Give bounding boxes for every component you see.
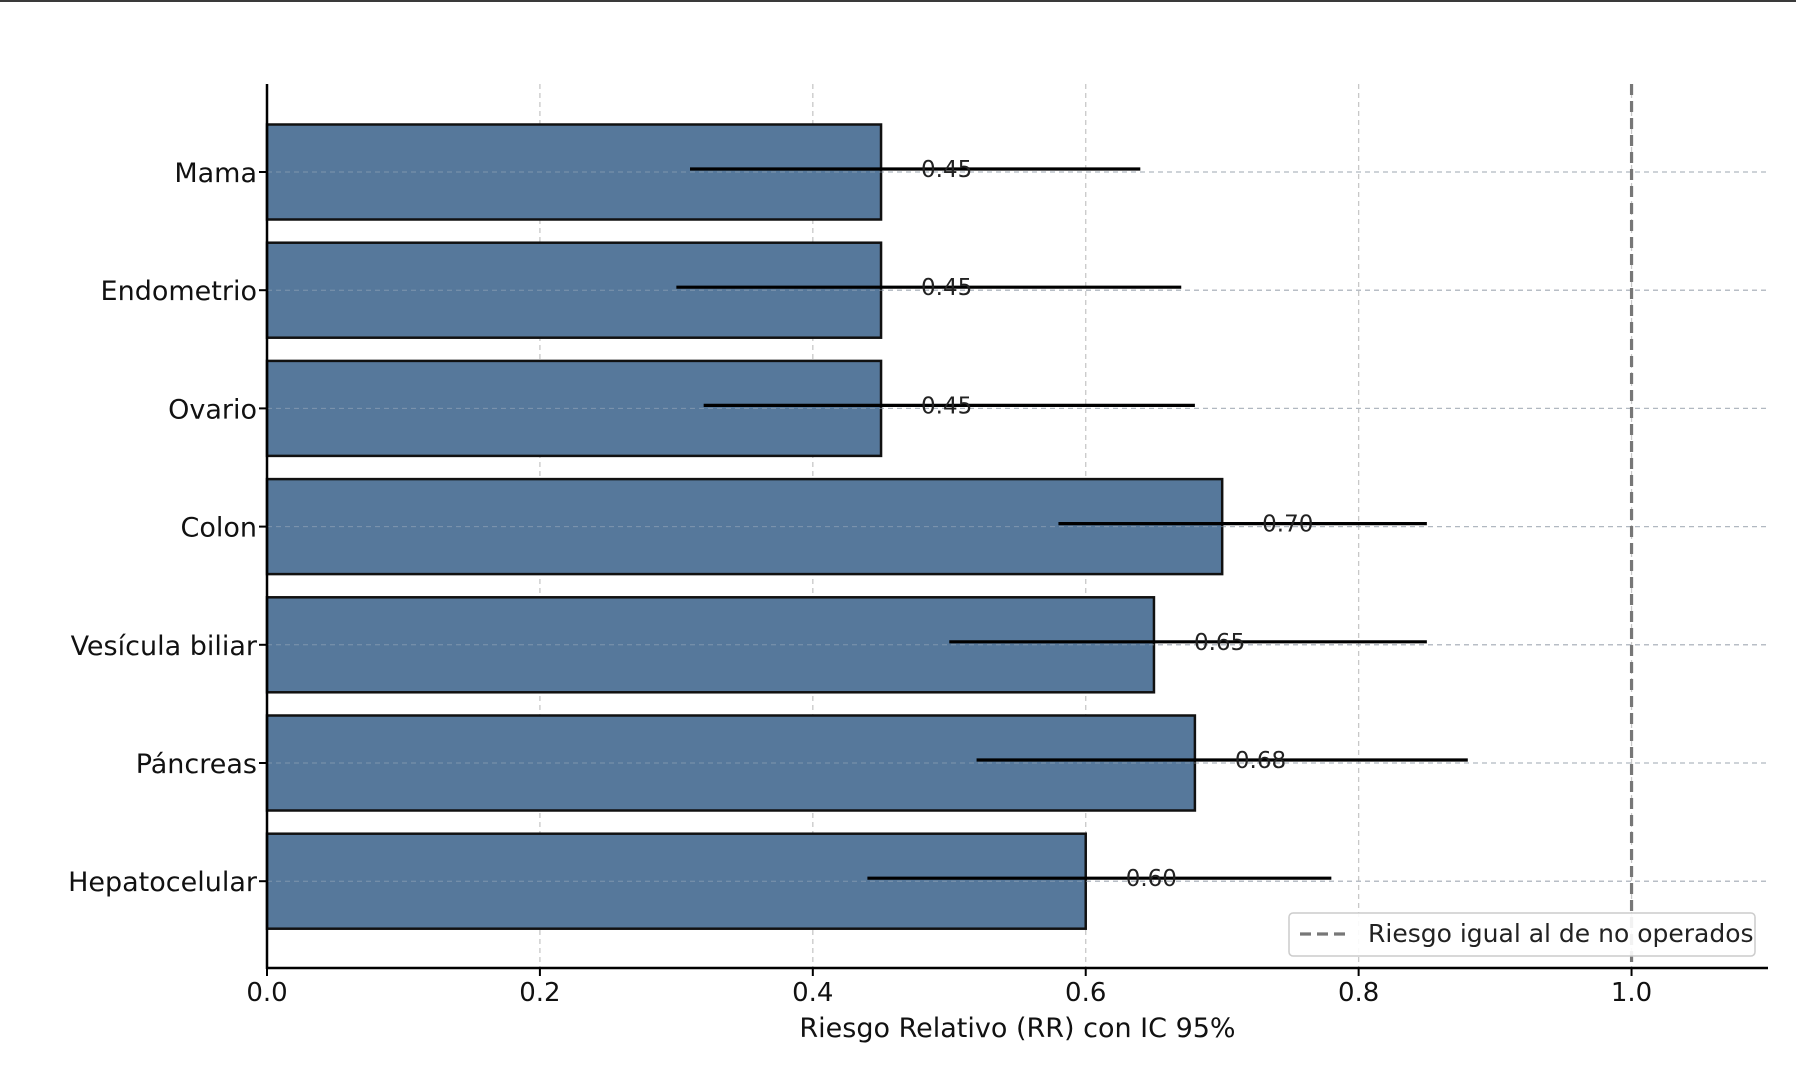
top-border xyxy=(0,0,1796,2)
error-bars xyxy=(676,167,1468,880)
value-label: 0.45 xyxy=(921,275,972,301)
value-labels: 0.45 0.45 0.45 0.70 0.65 0.68 0.60 xyxy=(921,157,1313,892)
bars xyxy=(265,123,1224,930)
category-label: Ovario xyxy=(168,394,257,425)
category-label: Mama xyxy=(174,158,257,189)
value-label: 0.45 xyxy=(921,157,972,183)
value-label: 0.70 xyxy=(1262,512,1313,538)
x-tick-label: 0.0 xyxy=(246,978,287,1008)
x-tick-label: 1.0 xyxy=(1611,978,1652,1008)
x-axis-label: Riesgo Relativo (RR) con IC 95% xyxy=(799,1013,1235,1044)
x-tick-label: 0.4 xyxy=(792,978,833,1008)
category-label: Vesícula biliar xyxy=(71,631,258,662)
x-tick-label: 0.8 xyxy=(1338,978,1379,1008)
legend: Riesgo igual al de no operados xyxy=(1288,912,1756,957)
x-tick-label: 0.6 xyxy=(1065,978,1106,1008)
category-label: Hepatocelular xyxy=(68,867,258,898)
legend-label: Riesgo igual al de no operados xyxy=(1368,919,1754,948)
value-label: 0.45 xyxy=(921,393,972,419)
category-label: Páncreas xyxy=(136,749,257,780)
x-tick-labels: 0.0 0.2 0.4 0.6 0.8 1.0 xyxy=(246,978,1652,1008)
category-labels: Mama Endometrio Ovario Colon Vesícula biliar… xyxy=(68,158,258,898)
category-label: Colon xyxy=(180,513,257,544)
legend-box xyxy=(1288,912,1756,957)
x-tick-label: 0.2 xyxy=(519,978,560,1008)
value-label: 0.65 xyxy=(1194,630,1245,656)
value-label: 0.60 xyxy=(1126,866,1177,892)
axes xyxy=(259,84,1768,976)
category-label: Endometrio xyxy=(101,276,257,307)
value-label: 0.68 xyxy=(1235,748,1286,774)
